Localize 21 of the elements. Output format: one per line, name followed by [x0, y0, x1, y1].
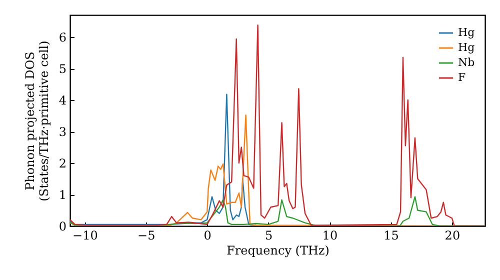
legend-label: Nb: [458, 56, 475, 69]
legend-label: F: [458, 71, 466, 84]
y-tick-label: 6: [58, 30, 66, 45]
x-tick-label: −5: [138, 228, 156, 242]
y-tick-label: 0: [58, 220, 66, 234]
x-tick-label: 20: [444, 228, 460, 242]
x-tick-label: −10: [72, 228, 98, 242]
line-series: [70, 24, 485, 226]
legend-label: Hg: [458, 26, 475, 39]
y-tick-label: 2: [58, 156, 66, 171]
x-tick-label: 15: [384, 228, 399, 242]
x-tick-label: 0: [204, 228, 212, 242]
y-axis-title: Phonon projected DOS (States/THz·primitive cell): [22, 40, 51, 202]
y-tick-label: 4: [58, 94, 67, 108]
y-tick-label: 3: [58, 125, 66, 140]
y-tick-label: 1: [58, 188, 66, 202]
x-tick-label: 10: [322, 228, 338, 242]
y-tick-label: 5: [58, 62, 66, 76]
x-axis-title: Frequency (THz): [226, 244, 330, 258]
legend-label: Hg: [458, 41, 475, 54]
x-tick-label: 5: [265, 228, 273, 242]
